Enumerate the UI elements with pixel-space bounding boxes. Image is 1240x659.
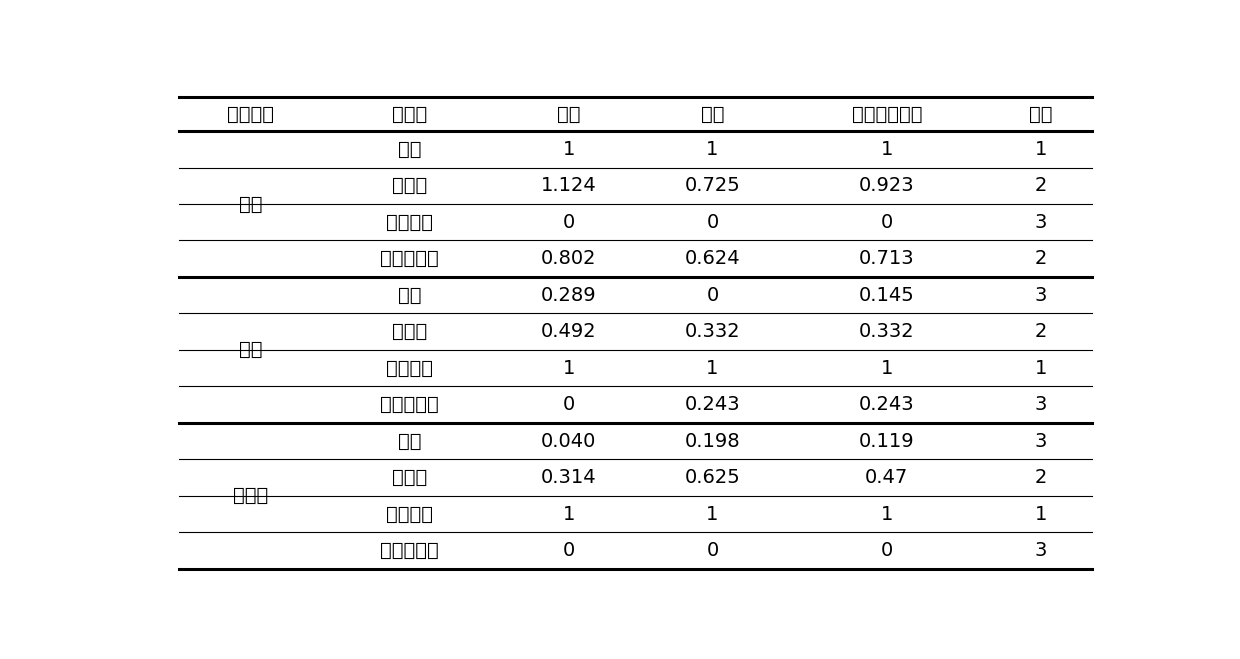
Text: 裸地: 裸地 xyxy=(398,286,422,304)
Text: 乔木林: 乔木林 xyxy=(392,104,428,123)
Text: 裸地: 裸地 xyxy=(398,432,422,451)
Text: 0.47: 0.47 xyxy=(866,468,909,487)
Text: 0: 0 xyxy=(880,213,893,232)
Text: 国槐林: 国槐林 xyxy=(392,322,428,341)
Text: 0.625: 0.625 xyxy=(684,468,740,487)
Text: 1: 1 xyxy=(563,505,575,523)
Text: 0.198: 0.198 xyxy=(684,432,740,451)
Text: 1: 1 xyxy=(1034,140,1047,159)
Text: 鲜重: 鲜重 xyxy=(557,104,580,123)
Text: 干重: 干重 xyxy=(701,104,724,123)
Text: 0.332: 0.332 xyxy=(684,322,740,341)
Text: 0.332: 0.332 xyxy=(859,322,915,341)
Text: 0: 0 xyxy=(707,286,718,304)
Text: 0.243: 0.243 xyxy=(684,395,740,414)
Text: 0: 0 xyxy=(563,213,575,232)
Text: 大豆: 大豆 xyxy=(239,194,263,214)
Text: 0.923: 0.923 xyxy=(859,176,915,195)
Text: 0.243: 0.243 xyxy=(859,395,915,414)
Text: 2: 2 xyxy=(1034,249,1047,268)
Text: 综合隶属函数: 综合隶属函数 xyxy=(852,104,923,123)
Text: 0: 0 xyxy=(563,541,575,560)
Text: 1: 1 xyxy=(707,140,719,159)
Text: 金叶槐林: 金叶槐林 xyxy=(387,213,433,232)
Text: 金叶槐林: 金叶槐林 xyxy=(387,505,433,523)
Text: 0.289: 0.289 xyxy=(541,286,596,304)
Text: 草本植物: 草本植物 xyxy=(227,104,274,123)
Text: 苜蓿: 苜蓿 xyxy=(239,341,263,359)
Text: 3: 3 xyxy=(1034,541,1047,560)
Text: 1: 1 xyxy=(880,505,893,523)
Text: 0.802: 0.802 xyxy=(541,249,596,268)
Text: 3: 3 xyxy=(1034,395,1047,414)
Text: 3: 3 xyxy=(1034,213,1047,232)
Text: 1.124: 1.124 xyxy=(541,176,596,195)
Text: 国槐林: 国槐林 xyxy=(392,468,428,487)
Text: 1: 1 xyxy=(707,358,719,378)
Text: 金叶白蜡林: 金叶白蜡林 xyxy=(381,249,439,268)
Text: 0.725: 0.725 xyxy=(684,176,740,195)
Text: 金叶槐林: 金叶槐林 xyxy=(387,358,433,378)
Text: 0.624: 0.624 xyxy=(684,249,740,268)
Text: 金叶白蜡林: 金叶白蜡林 xyxy=(381,541,439,560)
Text: 0.040: 0.040 xyxy=(541,432,596,451)
Text: 1: 1 xyxy=(563,140,575,159)
Text: 2: 2 xyxy=(1034,468,1047,487)
Text: 0: 0 xyxy=(563,395,575,414)
Text: 1: 1 xyxy=(707,505,719,523)
Text: 1: 1 xyxy=(880,140,893,159)
Text: 万寿菊: 万寿菊 xyxy=(233,486,268,505)
Text: 0.492: 0.492 xyxy=(541,322,596,341)
Text: 排名: 排名 xyxy=(1029,104,1053,123)
Text: 0.145: 0.145 xyxy=(859,286,915,304)
Text: 2: 2 xyxy=(1034,322,1047,341)
Text: 1: 1 xyxy=(1034,358,1047,378)
Text: 1: 1 xyxy=(1034,505,1047,523)
Text: 1: 1 xyxy=(563,358,575,378)
Text: 金叶白蜡林: 金叶白蜡林 xyxy=(381,395,439,414)
Text: 3: 3 xyxy=(1034,286,1047,304)
Text: 国槐林: 国槐林 xyxy=(392,176,428,195)
Text: 1: 1 xyxy=(880,358,893,378)
Text: 0.314: 0.314 xyxy=(541,468,596,487)
Text: 0.713: 0.713 xyxy=(859,249,915,268)
Text: 裸地: 裸地 xyxy=(398,140,422,159)
Text: 0: 0 xyxy=(707,541,718,560)
Text: 0: 0 xyxy=(880,541,893,560)
Text: 0: 0 xyxy=(707,213,718,232)
Text: 2: 2 xyxy=(1034,176,1047,195)
Text: 0.119: 0.119 xyxy=(859,432,915,451)
Text: 3: 3 xyxy=(1034,432,1047,451)
